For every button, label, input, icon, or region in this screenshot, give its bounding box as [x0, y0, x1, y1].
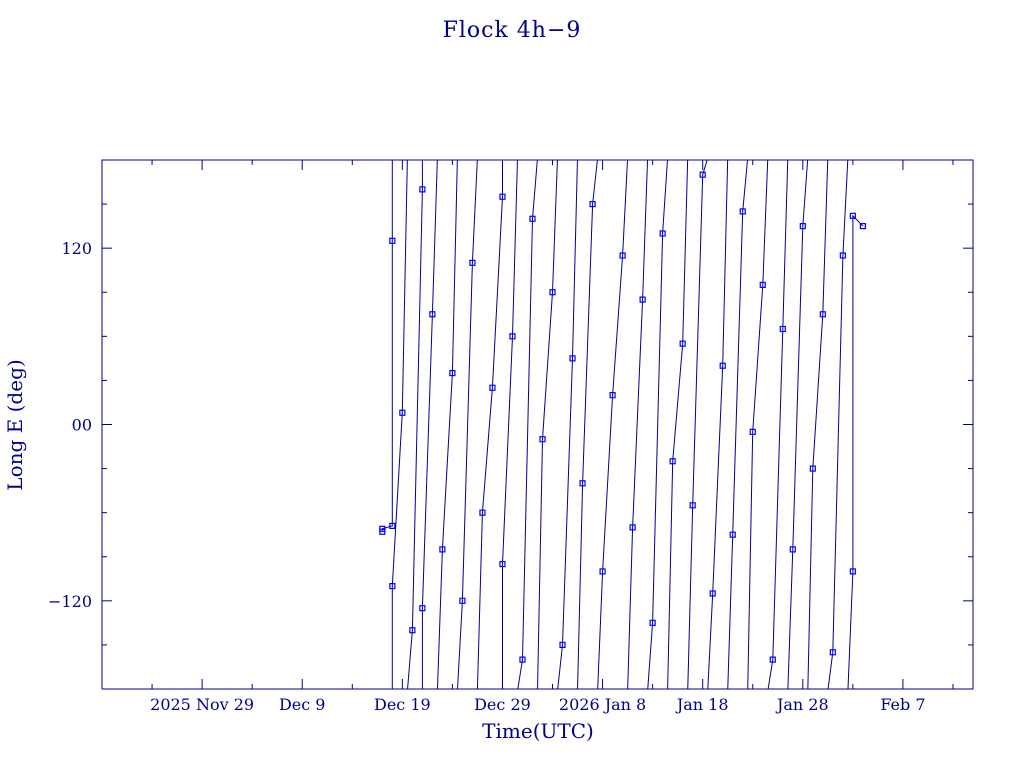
data-point: [679, 340, 686, 347]
data-point: [709, 590, 716, 597]
data-point: [439, 546, 446, 553]
data-point: [689, 502, 696, 509]
x-tick-label: Dec 9: [279, 695, 326, 714]
x-tick-label: Dec 29: [474, 695, 531, 714]
data-point: [669, 458, 676, 465]
data-point: [389, 522, 396, 529]
data-point: [589, 200, 596, 208]
data-point: [489, 384, 496, 391]
data-point: [549, 289, 556, 296]
data-point: [539, 436, 546, 443]
data-point: [419, 186, 426, 193]
data-point: [429, 311, 436, 318]
data-point: [609, 392, 616, 399]
data-point: [849, 212, 856, 219]
data-point: [559, 641, 566, 649]
data-point: [729, 531, 736, 538]
plot-area: [379, 160, 866, 689]
data-point: [619, 252, 626, 259]
data-point: [379, 525, 386, 532]
data-point: [639, 296, 646, 303]
data-point: [739, 208, 746, 215]
data-point: [859, 223, 866, 230]
data-point: [579, 480, 586, 487]
x-tick-label: Dec 19: [374, 695, 431, 714]
data-point: [779, 325, 786, 333]
data-point: [519, 656, 526, 663]
data-point: [569, 355, 576, 362]
y-axis-label: Long E (deg): [3, 359, 27, 490]
data-point: [479, 509, 486, 516]
data-point: [819, 311, 826, 318]
data-point: [449, 369, 456, 377]
data-point: [719, 362, 726, 369]
data-point: [599, 568, 606, 575]
data-point: [419, 605, 426, 612]
data-point: [389, 583, 396, 590]
x-tick-label: Jan 18: [675, 695, 729, 714]
y-tick-label: 120: [61, 239, 92, 258]
y-tick-label: 00: [72, 416, 92, 435]
data-point: [789, 546, 796, 553]
data-point: [829, 649, 836, 656]
x-tick-label: Feb 7: [880, 695, 925, 714]
data-point: [649, 619, 656, 626]
data-point: [499, 193, 506, 200]
data-point: [749, 428, 756, 435]
data-point: [459, 597, 466, 604]
x-axis-label: Time(UTC): [482, 719, 594, 743]
data-point: [409, 627, 416, 634]
plot-frame: [101, 159, 974, 690]
data-point: [399, 409, 406, 416]
x-tick-label: 2026 Jan 8: [559, 695, 646, 714]
x-tick-label: 2025 Nov 29: [150, 695, 254, 714]
data-point: [799, 223, 806, 230]
series-line: [381, 160, 864, 689]
data-point: [529, 215, 536, 222]
data-point: [659, 230, 666, 237]
data-point: [809, 465, 816, 472]
data-point: [769, 656, 776, 663]
x-tick-label: Jan 28: [775, 695, 829, 714]
data-point: [509, 333, 516, 340]
x-axis-ticks: 2025 Nov 29 Dec 9 Dec 19 Dec 29 2026 Jan 8 Ja…: [101, 160, 954, 714]
y-tick-label: −120: [48, 592, 92, 611]
data-point: [629, 524, 636, 531]
y-axis-ticks: 120 00 −120: [48, 159, 973, 690]
data-point: [499, 560, 506, 568]
data-point: [839, 252, 846, 259]
data-point: [849, 568, 856, 575]
chart-title: Flock 4h−9: [443, 18, 582, 43]
data-point: [389, 237, 396, 244]
data-point: [759, 281, 766, 289]
data-point: [469, 259, 476, 266]
data-point: [699, 171, 706, 178]
